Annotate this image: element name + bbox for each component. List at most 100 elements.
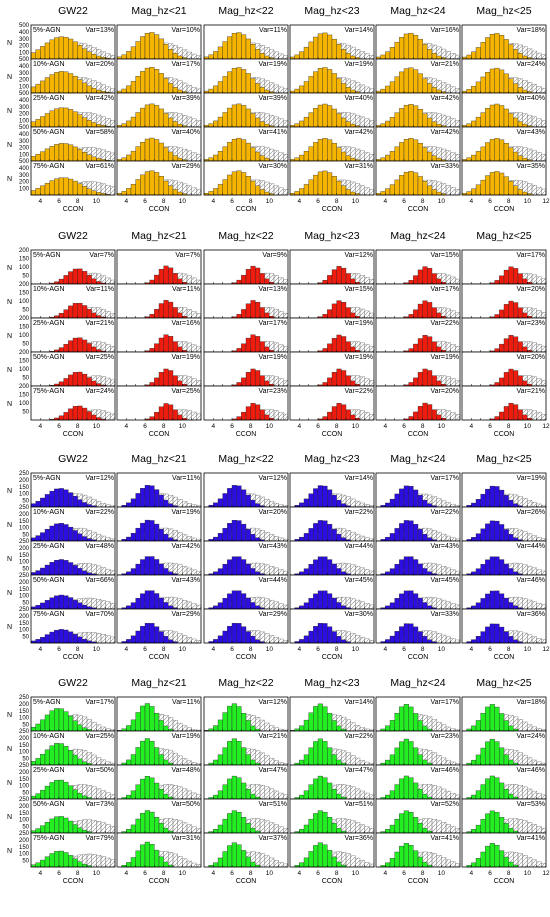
selected-bin	[231, 68, 237, 94]
parent-bin	[517, 819, 523, 834]
x-tick-label: 10	[438, 646, 446, 653]
parent-bin	[186, 410, 192, 421]
y-tick-label: 300	[19, 105, 30, 111]
selected-bin	[227, 36, 233, 60]
selected-bin	[503, 304, 509, 319]
x-tick-label: 10	[266, 423, 274, 430]
histogram-panel	[461, 24, 547, 60]
parent-bin	[431, 496, 437, 508]
parent-bin	[96, 821, 102, 834]
parent-bin	[196, 279, 202, 285]
y-tick-label: 50	[22, 376, 29, 382]
selected-bin	[231, 171, 237, 196]
x-tick-label: 8	[507, 198, 511, 205]
x-tick-label: 8	[249, 198, 253, 205]
selected-bin	[517, 341, 523, 353]
parent-bin	[436, 786, 442, 800]
selected-bin	[417, 529, 423, 542]
selected-bin	[522, 89, 528, 94]
selected-bin	[72, 530, 78, 542]
selected-bin	[250, 602, 256, 610]
selected-bin	[308, 76, 314, 94]
y-axis-label: N	[7, 401, 12, 408]
selected-bin	[345, 53, 351, 60]
parent-bin	[355, 500, 361, 508]
parent-bin	[186, 567, 192, 576]
selected-bin	[480, 851, 486, 868]
x-tick-label: 6	[230, 646, 234, 653]
parent-bin	[541, 570, 547, 576]
selected-bin	[389, 754, 395, 766]
parent-bin	[345, 853, 351, 868]
selected-bin	[227, 625, 233, 644]
selected-bin	[154, 816, 160, 834]
selected-bin	[250, 725, 256, 732]
column-title: Mag_hz<22	[218, 5, 273, 17]
selected-bin	[471, 725, 477, 732]
parent-bin	[427, 818, 433, 834]
parent-bin	[369, 863, 375, 868]
y-tick-label: 200	[19, 78, 30, 84]
selected-bin	[380, 157, 386, 162]
x-axis-label: CCON	[149, 431, 170, 438]
variance-label: Var=20%	[259, 509, 287, 516]
parent-bin	[186, 84, 192, 94]
selected-bin	[250, 568, 256, 576]
y-tick-label: 50	[22, 858, 29, 864]
variance-label: Var=42%	[345, 129, 373, 136]
parent-bin	[522, 498, 528, 508]
selected-bin	[494, 623, 500, 644]
variance-label: Var=58%	[86, 129, 114, 136]
parent-bin	[517, 529, 523, 542]
parent-bin	[364, 344, 370, 353]
parent-bin	[427, 750, 433, 766]
selected-bin	[475, 81, 481, 94]
x-tick-label: 6	[402, 198, 406, 205]
selected-bin	[130, 754, 136, 766]
selected-bin	[82, 152, 88, 162]
parent-bin	[527, 114, 533, 128]
selected-bin	[82, 638, 88, 644]
variance-label: Var=52%	[431, 801, 459, 808]
parent-bin	[355, 788, 361, 800]
selected-bin	[431, 155, 437, 162]
parent-bin	[522, 754, 528, 766]
selected-bin	[471, 639, 477, 644]
y-tick-label: 400	[19, 98, 30, 104]
selected-bin	[144, 776, 150, 800]
selected-bin	[63, 412, 69, 421]
selected-bin	[336, 861, 342, 868]
selected-bin	[40, 789, 46, 800]
selected-bin	[236, 590, 242, 610]
selected-bin	[172, 307, 178, 319]
histogram-panel	[461, 249, 547, 285]
selected-bin	[49, 39, 55, 60]
selected-bin	[54, 108, 60, 128]
selected-bin	[140, 778, 146, 800]
selected-bin	[177, 380, 183, 387]
parent-bin	[455, 863, 461, 868]
selected-bin	[517, 121, 523, 128]
selected-bin	[466, 191, 472, 196]
x-tick-label: 12	[542, 423, 550, 430]
parent-bin	[527, 500, 533, 508]
selected-bin	[427, 49, 433, 60]
selected-bin	[499, 172, 505, 196]
selected-bin	[308, 712, 314, 732]
parent-bin	[191, 638, 197, 644]
selected-bin	[408, 280, 414, 285]
parent-bin	[191, 826, 197, 834]
selected-bin	[77, 636, 83, 644]
selected-bin	[475, 720, 481, 732]
selected-bin	[494, 67, 500, 94]
selected-bin	[58, 71, 64, 94]
x-tick-label: 4	[212, 870, 216, 877]
selected-bin	[471, 794, 477, 800]
selected-bin	[317, 485, 323, 508]
selected-bin	[126, 154, 132, 162]
selected-bin	[413, 34, 419, 60]
parent-bin	[283, 346, 289, 353]
parent-bin	[541, 188, 547, 196]
selected-bin	[255, 151, 261, 162]
selected-bin	[245, 597, 251, 610]
